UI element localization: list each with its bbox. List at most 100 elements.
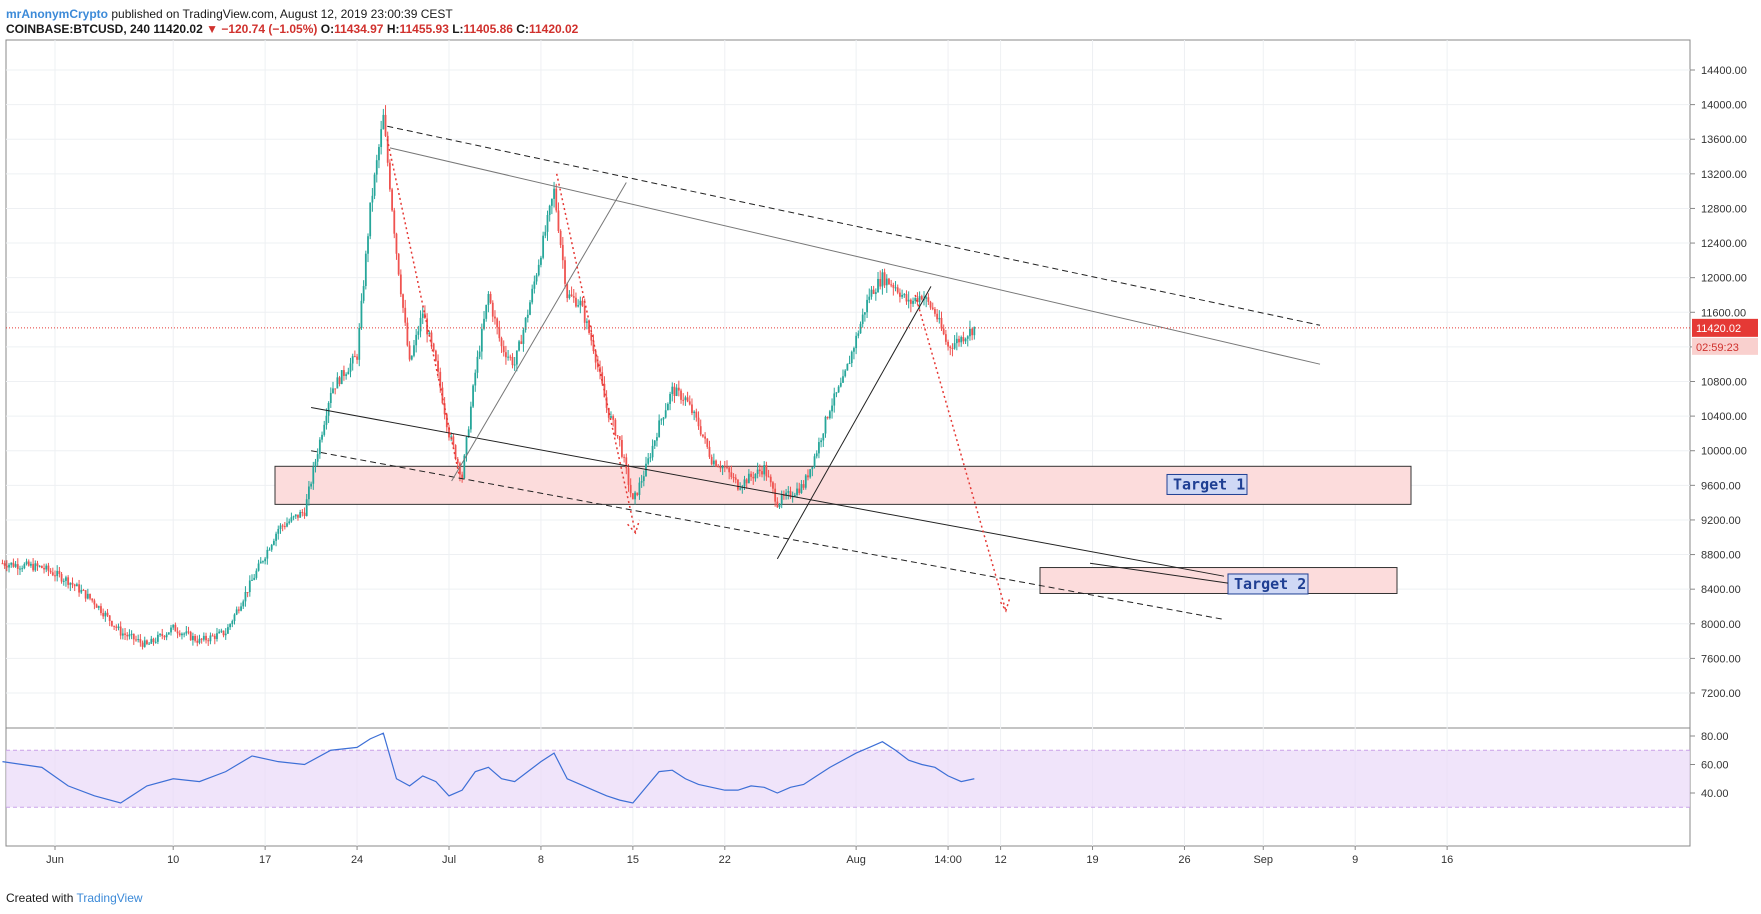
candle <box>577 299 580 308</box>
candle <box>572 289 575 303</box>
candle <box>531 284 534 305</box>
candle <box>415 328 418 353</box>
candle <box>942 324 945 336</box>
candle <box>93 598 96 610</box>
candle <box>227 624 229 634</box>
candle <box>347 367 350 375</box>
candle <box>174 622 177 632</box>
candle <box>734 474 737 484</box>
candle <box>399 269 402 298</box>
candle <box>526 309 529 323</box>
candle <box>726 460 728 470</box>
candle <box>901 289 903 299</box>
candle <box>78 579 80 597</box>
candle <box>8 562 10 573</box>
candle <box>205 632 207 644</box>
candle <box>198 634 201 645</box>
candle <box>570 286 573 297</box>
candle <box>106 609 109 618</box>
candle <box>270 543 273 552</box>
candle <box>84 590 87 602</box>
candle <box>288 518 291 525</box>
candle <box>360 293 363 330</box>
rsi-line <box>2 732 975 804</box>
candle <box>176 627 179 639</box>
candle <box>559 229 562 248</box>
candle <box>159 633 161 637</box>
candle <box>272 538 275 546</box>
candle <box>704 432 706 444</box>
candle <box>888 278 890 285</box>
candle <box>23 562 26 570</box>
candle <box>682 393 685 406</box>
candle <box>108 615 111 627</box>
candle <box>820 437 823 448</box>
candle <box>73 583 76 592</box>
author-link[interactable]: mrAnonymCrypto <box>6 7 109 21</box>
candle <box>809 469 812 479</box>
candle <box>286 517 288 528</box>
price-tick-label: 13200.00 <box>1701 169 1747 181</box>
candle <box>382 108 385 130</box>
candle <box>529 299 531 316</box>
candle <box>69 582 72 591</box>
candle <box>702 434 704 438</box>
rsi-tick-label: 80.00 <box>1701 731 1729 743</box>
candle <box>233 613 236 625</box>
price-tick-label: 10800.00 <box>1701 377 1747 389</box>
countdown-label: 02:59:23 <box>1696 342 1739 354</box>
price-tick-label: 7200.00 <box>1701 688 1741 700</box>
candle <box>75 582 78 587</box>
candle <box>251 574 253 581</box>
candle <box>971 327 974 341</box>
price-tick-label: 10400.00 <box>1701 411 1747 423</box>
candle <box>34 560 37 572</box>
candle <box>686 391 689 403</box>
candle <box>146 639 148 646</box>
candle <box>631 493 634 500</box>
high-value: 11455.93 <box>399 22 449 36</box>
candle <box>629 478 632 498</box>
candle <box>758 464 761 477</box>
candle <box>86 588 89 600</box>
candle <box>944 329 947 345</box>
candle <box>774 483 777 507</box>
candle <box>349 357 352 378</box>
created-text: Created with <box>6 891 74 905</box>
candle <box>515 350 518 372</box>
candle <box>351 353 354 371</box>
rsi-band <box>6 749 1690 808</box>
candle <box>336 372 339 389</box>
price-tick-label: 9600.00 <box>1701 480 1741 492</box>
time-tick-label: 10 <box>167 854 179 866</box>
candle <box>421 306 424 325</box>
candle <box>130 630 133 640</box>
candle <box>62 578 65 586</box>
candle <box>785 488 787 500</box>
candle <box>966 335 969 347</box>
candle <box>883 268 886 289</box>
grid <box>6 40 1690 846</box>
candle <box>846 363 849 371</box>
candle <box>826 416 829 420</box>
candle <box>95 603 98 608</box>
candle <box>872 285 875 295</box>
candle <box>859 321 862 334</box>
candle <box>54 570 56 582</box>
candle <box>434 349 437 362</box>
candle <box>410 355 413 361</box>
candle <box>211 633 214 637</box>
candle <box>800 479 803 494</box>
candle <box>618 436 621 447</box>
candle <box>139 634 142 647</box>
trend-drawings: Target 1 Target 2 <box>311 125 1321 620</box>
candle <box>524 317 527 333</box>
candle <box>117 623 120 631</box>
candle <box>303 507 306 519</box>
ohlc-bar: COINBASE:BTCUSD, 240 11420.02 ▼ −120.74 … <box>6 22 578 36</box>
target-2-zone <box>1039 567 1398 594</box>
tradingview-logo-text[interactable]: TradingView <box>76 891 143 905</box>
symbol-label[interactable]: COINBASE:BTCUSD, 240 <box>6 22 151 36</box>
candle <box>831 398 833 419</box>
